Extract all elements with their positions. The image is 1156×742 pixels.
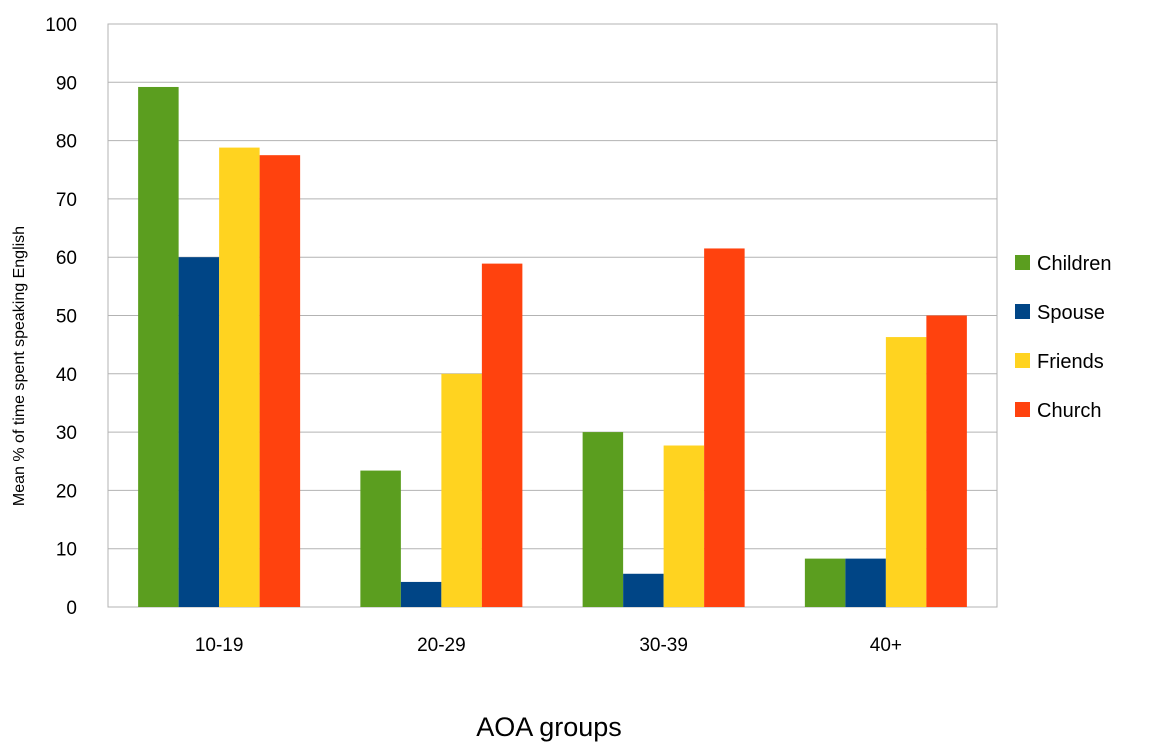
bar-church-40+ — [926, 315, 967, 607]
x-axis-title: AOA groups — [476, 712, 622, 742]
legend: Children Spouse Friends Church — [1015, 253, 1111, 422]
bar-children-30-39 — [582, 432, 624, 607]
y-tick-label: 50 — [56, 307, 77, 328]
plot-area-frame — [107, 23, 998, 608]
bar-friends-40+ — [885, 337, 927, 607]
legend-swatch-children — [1015, 255, 1030, 270]
bar-children-10-19 — [138, 86, 179, 608]
x-tick-label: 40+ — [870, 635, 902, 656]
y-axis-title: Mean % of time spent speaking English — [11, 226, 28, 506]
y-tick-label: 10 — [56, 540, 77, 561]
bar-spouse-10-19 — [178, 257, 220, 607]
x-tick-label: 20-29 — [417, 635, 466, 656]
y-tick-label: 30 — [56, 423, 77, 444]
legend-swatch-spouse — [1015, 304, 1030, 319]
x-tick-label: 10-19 — [195, 635, 244, 656]
bar-friends-30-39 — [663, 445, 705, 607]
bar-children-20-29 — [360, 470, 401, 607]
y-tick-label: 90 — [56, 73, 77, 94]
bar-spouse-20-29 — [400, 581, 442, 607]
legend-label-church: Church — [1037, 400, 1101, 422]
y-tick-label: 20 — [56, 481, 77, 502]
legend-label-friends: Friends — [1037, 351, 1104, 373]
y-tick-label: 60 — [56, 248, 77, 269]
bar-friends-20-29 — [441, 373, 482, 607]
bar-church-10-19 — [259, 155, 301, 608]
legend-swatch-church — [1015, 402, 1030, 417]
x-axis-ticks: 10-19 20-29 30-39 40+ — [195, 635, 902, 656]
y-tick-label: 0 — [66, 598, 77, 619]
legend-label-spouse: Spouse — [1037, 302, 1105, 324]
x-tick-label: 30-39 — [639, 635, 688, 656]
legend-label-children: Children — [1037, 253, 1111, 275]
bars — [138, 86, 967, 608]
y-tick-label: 100 — [45, 15, 77, 36]
y-tick-label: 70 — [56, 190, 77, 211]
y-tick-label: 80 — [56, 132, 77, 153]
bar-friends-10-19 — [219, 147, 260, 607]
legend-swatch-friends — [1015, 353, 1030, 368]
y-axis-ticks: 0 10 20 30 40 50 60 70 80 90 100 — [45, 15, 77, 619]
y-tick-label: 40 — [56, 365, 77, 386]
bar-spouse-40+ — [845, 558, 886, 607]
bar-church-30-39 — [704, 248, 745, 607]
bar-spouse-30-39 — [623, 573, 664, 607]
bar-church-20-29 — [481, 263, 523, 607]
bar-children-40+ — [804, 558, 846, 607]
